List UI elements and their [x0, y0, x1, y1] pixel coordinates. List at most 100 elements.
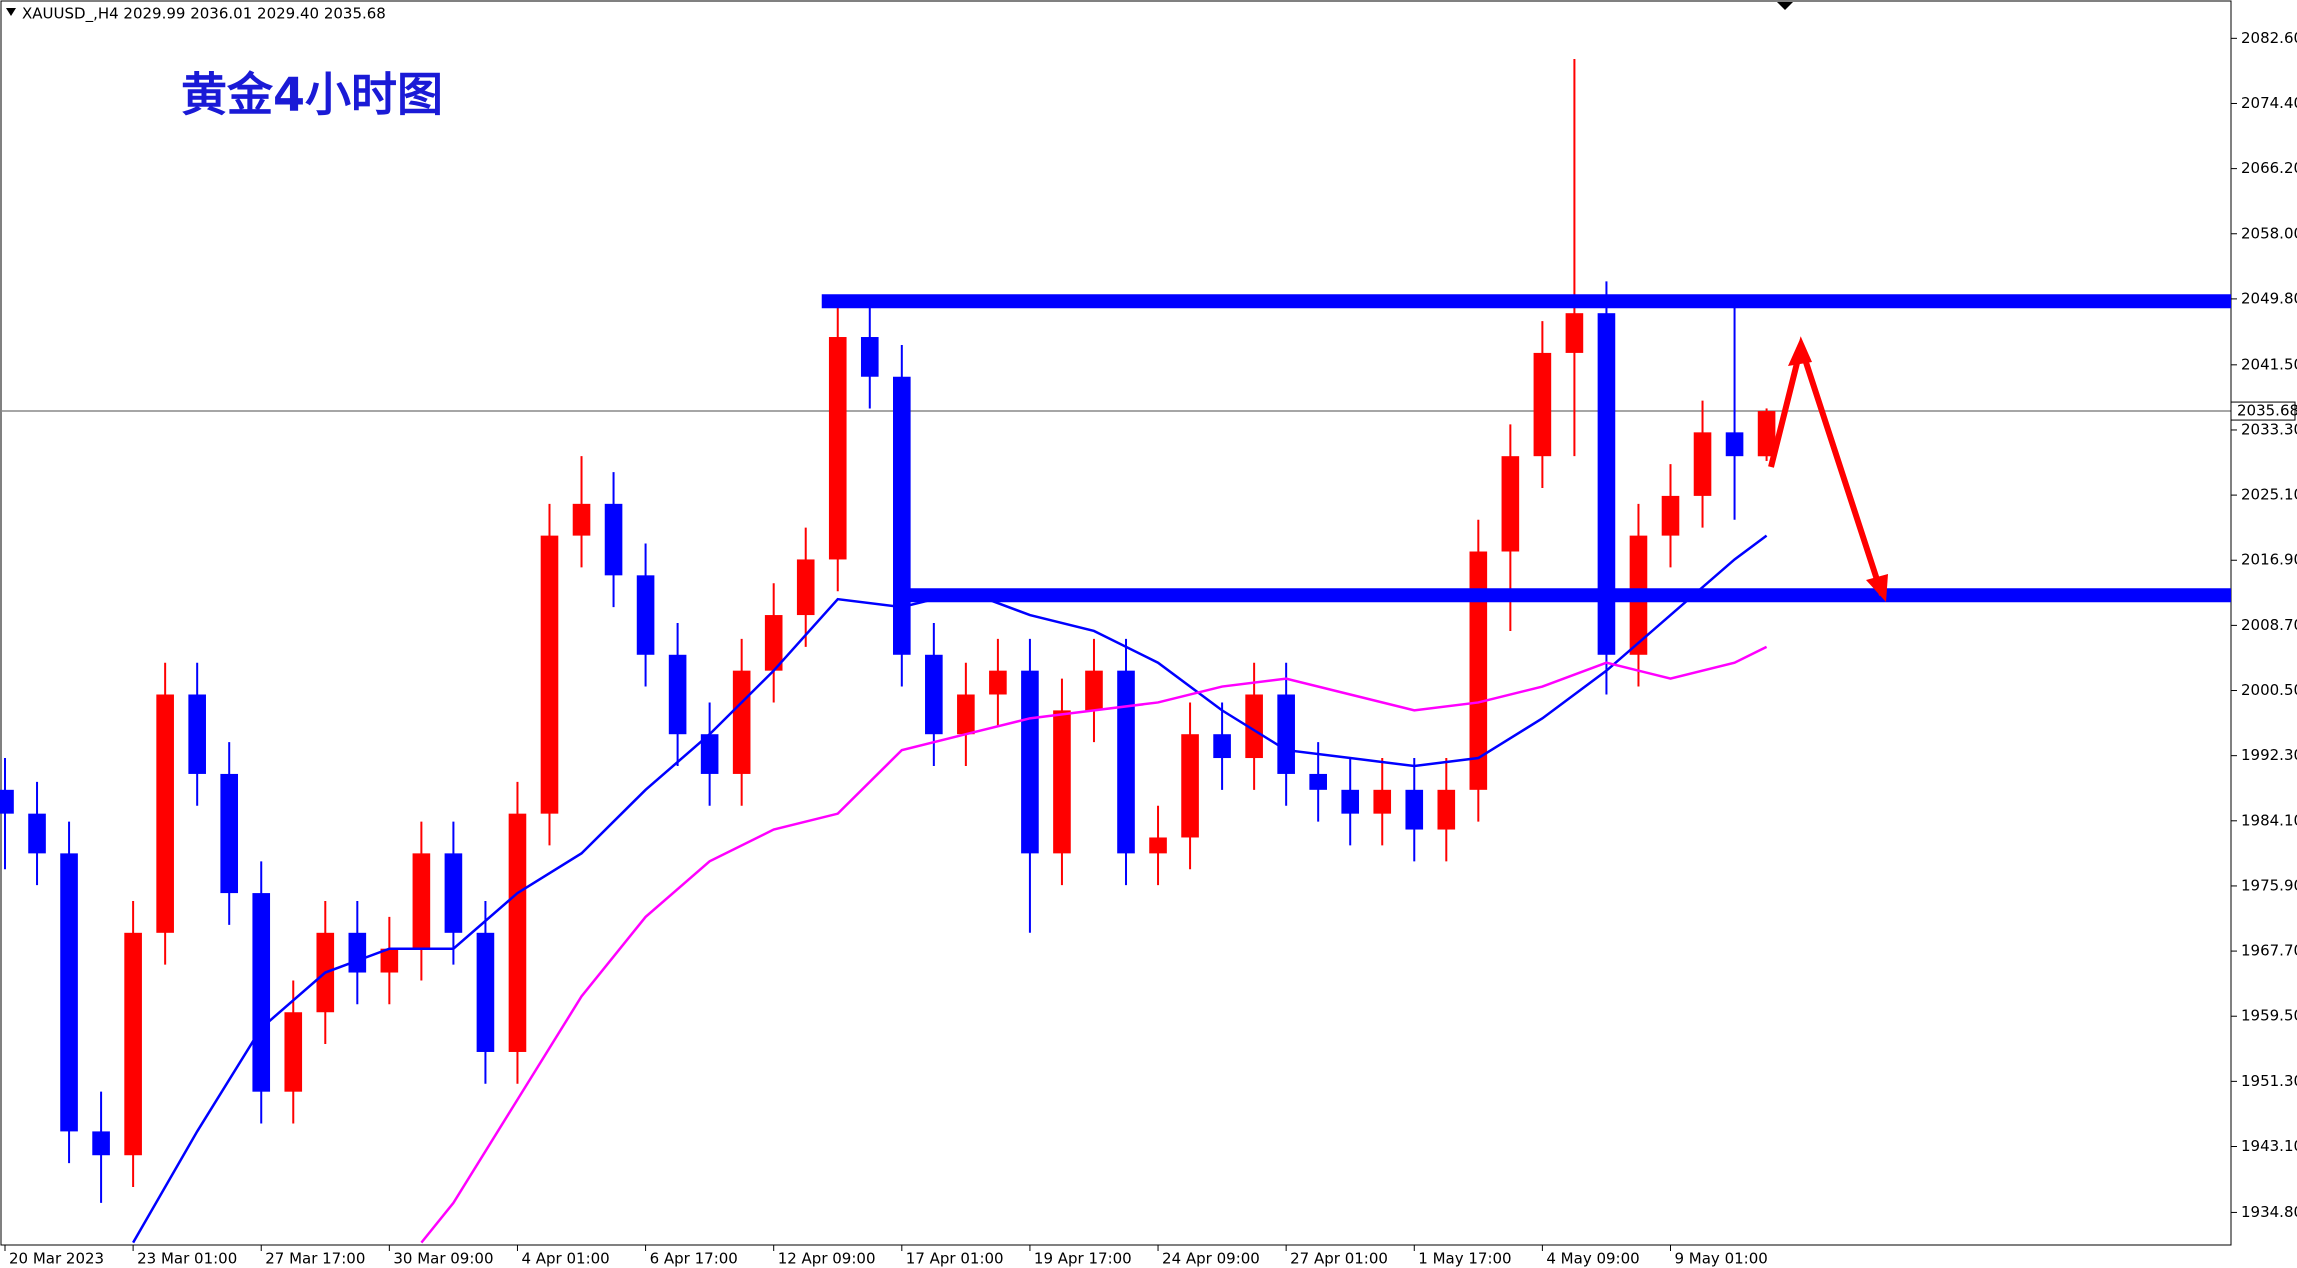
candle-body	[1181, 734, 1199, 838]
y-tick-label: 1951.30	[2241, 1072, 2297, 1090]
candle-body	[1053, 710, 1071, 854]
candle-body	[1661, 495, 1680, 536]
candle-body	[284, 1012, 303, 1092]
candle-body	[188, 694, 206, 774]
candle-body	[796, 559, 815, 616]
chart-title: 黄金4小时图	[181, 68, 443, 122]
candle-body	[444, 853, 463, 933]
plot-area	[0, 58, 2231, 1244]
x-tick-label: 12 Apr 09:00	[778, 1250, 876, 1268]
candle-body	[1373, 789, 1392, 814]
x-tick-label: 27 Apr 01:00	[1290, 1250, 1388, 1268]
y-tick-label: 1934.80	[2241, 1203, 2297, 1221]
y-tick-label: 2074.40	[2241, 94, 2297, 112]
candle-body	[925, 654, 943, 735]
candle-body	[1757, 411, 1776, 457]
y-tick-label: 2000.50	[2241, 681, 2297, 699]
candle-body	[1405, 789, 1424, 830]
y-tick-label: 1967.70	[2241, 942, 2297, 960]
candle-body	[893, 376, 911, 655]
price-label: 2035.68	[2237, 402, 2297, 420]
y-tick-label: 1984.10	[2241, 811, 2297, 829]
candle-body	[1245, 694, 1263, 759]
candle-body	[860, 337, 879, 377]
candle-body	[1277, 694, 1295, 774]
y-tick-label: 2058.00	[2241, 224, 2297, 242]
candle-body	[476, 932, 495, 1052]
candle-body	[124, 932, 142, 1156]
y-tick-label: 1959.50	[2241, 1007, 2297, 1025]
candle-body	[60, 853, 78, 1132]
x-tick-label: 4 Apr 01:00	[521, 1250, 609, 1268]
candle-body	[156, 694, 174, 933]
candle-body	[668, 654, 687, 735]
candle-body	[1597, 313, 1616, 655]
candle-body	[1117, 670, 1135, 854]
header-icon	[6, 8, 16, 16]
y-tick-label: 2033.30	[2241, 420, 2297, 438]
candle-body	[636, 575, 655, 655]
candle-body	[252, 893, 271, 1092]
candle-body	[92, 1131, 110, 1156]
candle-body	[28, 813, 46, 854]
candle-body	[1693, 432, 1712, 496]
candle-body	[700, 734, 719, 774]
candle-body	[764, 615, 783, 671]
candle-body	[508, 813, 527, 1052]
candle-body	[1469, 551, 1488, 790]
plot-frame	[0, 0, 2232, 1246]
x-tick-label: 19 Apr 17:00	[1034, 1250, 1132, 1268]
shift-marker	[1777, 2, 1793, 10]
x-tick-label: 27 Mar 17:00	[265, 1250, 365, 1268]
x-tick-label: 23 Mar 01:00	[137, 1250, 237, 1268]
candle-body	[220, 773, 239, 894]
candle-body	[1533, 352, 1552, 457]
candle-body	[1341, 789, 1360, 814]
candle-body	[989, 670, 1007, 695]
y-tick-label: 2041.50	[2241, 355, 2297, 373]
candle-body	[0, 789, 14, 814]
y-tick-label: 2025.10	[2241, 486, 2297, 504]
x-tick-label: 1 May 17:00	[1418, 1250, 1511, 1268]
y-tick-label: 2008.70	[2241, 616, 2297, 634]
x-tick-label: 4 May 09:00	[1546, 1250, 1639, 1268]
price-label-box	[2230, 401, 2296, 421]
y-tick-label: 2016.90	[2241, 551, 2297, 569]
candle-body	[380, 948, 399, 973]
header: XAUUSD_,H4 2029.99 2036.01 2029.40 2035.…	[22, 5, 386, 24]
candle-body	[412, 853, 431, 949]
candle-body	[1149, 837, 1167, 854]
candle-body	[1309, 773, 1327, 790]
x-tick-label: 24 Apr 09:00	[1162, 1250, 1260, 1268]
candle-body	[1021, 670, 1039, 854]
candle-body	[732, 670, 751, 774]
x-tick-label: 20 Mar 2023	[9, 1250, 104, 1268]
candle-body	[572, 503, 591, 536]
y-tick-label: 2082.60	[2241, 29, 2297, 47]
y-tick-label: 1992.30	[2241, 746, 2297, 764]
x-tick-label: 17 Apr 01:00	[906, 1250, 1004, 1268]
candle-body	[828, 337, 847, 560]
x-tick-label: 30 Mar 09:00	[393, 1250, 493, 1268]
y-tick-label: 1943.10	[2241, 1137, 2297, 1155]
candle-body	[348, 932, 367, 973]
candle-body	[1501, 456, 1520, 552]
candle-body	[1437, 789, 1456, 830]
x-tick-label: 6 Apr 17:00	[650, 1250, 738, 1268]
candle-body	[1565, 313, 1584, 353]
y-tick-label: 2049.80	[2241, 289, 2297, 307]
candle-body	[1213, 734, 1231, 759]
candle-body	[540, 535, 559, 814]
candle-body	[1085, 670, 1103, 711]
candle-body	[1725, 432, 1744, 457]
y-tick-label: 1975.90	[2241, 876, 2297, 894]
y-tick-label: 2066.20	[2241, 159, 2297, 177]
arrow-head	[1866, 574, 1888, 602]
x-tick-label: 9 May 01:00	[1674, 1250, 1767, 1268]
moving-average	[420, 645, 1768, 1244]
candle-body	[604, 503, 623, 576]
arrow-head	[1788, 337, 1812, 366]
